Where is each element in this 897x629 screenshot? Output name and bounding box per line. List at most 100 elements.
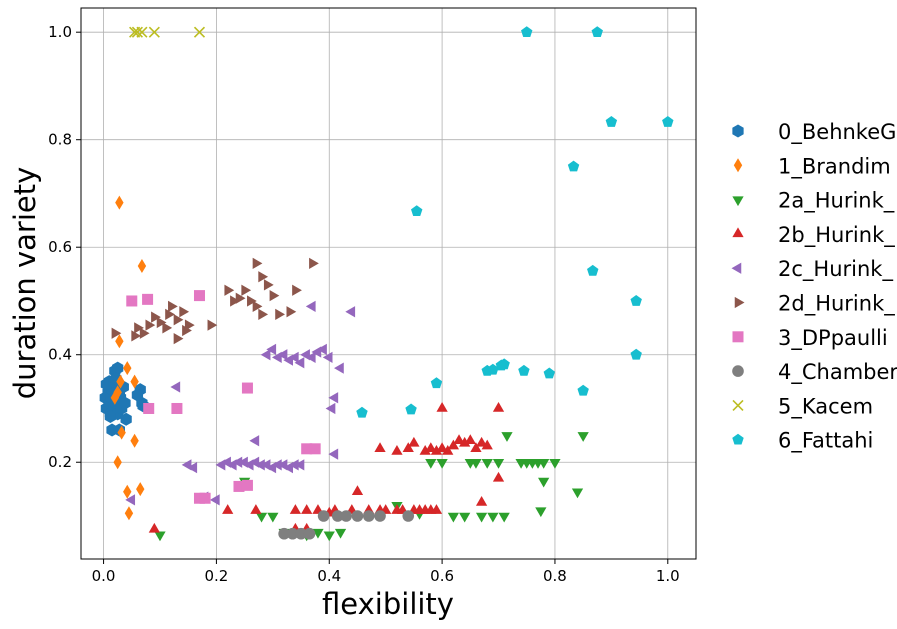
data-point [137,259,147,274]
axis-ticks: 0.0 0.2 0.4 0.6 0.8 1.0 0.2 0.4 0.6 0.8 1.0 [48,23,680,585]
series-1_Brandim [110,195,147,521]
data-point [250,504,262,514]
x-axis-title: flexibility [322,587,454,621]
data-point [331,510,344,522]
data-point [271,459,282,471]
x-tick-label: 0.6 [430,567,454,585]
data-point [126,295,138,307]
y-tick-label: 1.0 [48,23,72,41]
data-point [323,531,335,542]
x-tick-label: 0.4 [317,567,341,585]
data-point [305,351,316,364]
data-point [470,458,482,469]
data-point [266,343,277,355]
data-point [116,374,125,389]
data-point [258,308,269,321]
y-tick-label: 0.2 [48,453,72,471]
data-point [430,377,443,389]
data-point [142,293,154,305]
data-point [131,330,142,342]
legend-label: 2a_Hurink_ [778,189,895,214]
data-point [518,364,530,376]
data-point [492,471,505,482]
data-point [487,363,499,375]
data-point [193,290,205,302]
data-point [481,439,493,450]
series-2c_Hurink_ [125,300,356,506]
data-point [154,531,166,542]
data-point [148,26,160,38]
data-point [193,26,206,38]
data-point [521,26,533,38]
data-point [131,26,143,38]
data-point [309,443,321,455]
data-point [278,527,290,540]
data-point [405,403,417,415]
legend-label: 1_Brandim [778,154,891,179]
data-point [567,160,580,172]
data-point [252,257,263,269]
series-5_Kacem [129,26,206,38]
series-2a_Hurink_ [154,432,589,542]
data-point [425,458,437,469]
legend-item: 2d_Hurink_ [734,292,895,317]
data-point [501,432,513,442]
data-point [130,374,139,389]
data-point [241,284,252,296]
data-point [292,284,302,296]
legend-marker [732,433,744,445]
data-point [591,26,603,38]
data-point [345,306,356,318]
data-point [162,322,173,334]
data-point [475,512,488,523]
data-point [241,479,253,491]
data-point [543,367,556,379]
data-point [334,528,347,539]
data-point [322,351,333,364]
x-tick-label: 0.0 [92,567,116,585]
data-point [288,459,299,471]
data-point [538,458,550,469]
data-point [255,459,265,471]
data-point [207,319,218,331]
data-point [340,510,352,522]
legend-label: 0_BehnkeG [778,120,896,145]
legend-marker [732,227,744,238]
data-point [436,401,448,412]
data-point [235,292,246,304]
data-point [317,510,330,522]
data-point [115,334,124,349]
legend-item: 2b_Hurink_ [732,223,895,248]
series-2d_Hurink_ [111,257,319,345]
x-tick-label: 0.8 [543,567,567,585]
data-point [222,504,234,514]
data-point [453,434,465,444]
data-point [193,492,205,504]
legend-item: 2a_Hurink_ [732,189,895,214]
legend-item: 2c_Hurink_ [731,257,893,282]
data-point [170,381,181,393]
data-point [309,257,319,269]
data-point [312,528,324,539]
x-tick-label: 0.2 [204,567,228,585]
data-point [538,477,550,488]
grid [81,8,696,559]
data-point [275,308,285,321]
legend-item: 6_Fattahi [732,429,873,454]
data-point [351,485,364,496]
data-point [498,358,510,370]
data-point [605,115,618,127]
data-point [286,306,297,318]
data-point [233,480,245,492]
legend-marker [733,158,743,173]
data-point [263,279,274,291]
legend-marker [734,296,745,309]
data-point [430,504,443,514]
data-point [305,300,316,312]
data-point [148,522,160,533]
data-point [247,295,257,307]
data-point [492,401,505,412]
data-point [123,361,132,376]
data-point [549,458,561,469]
